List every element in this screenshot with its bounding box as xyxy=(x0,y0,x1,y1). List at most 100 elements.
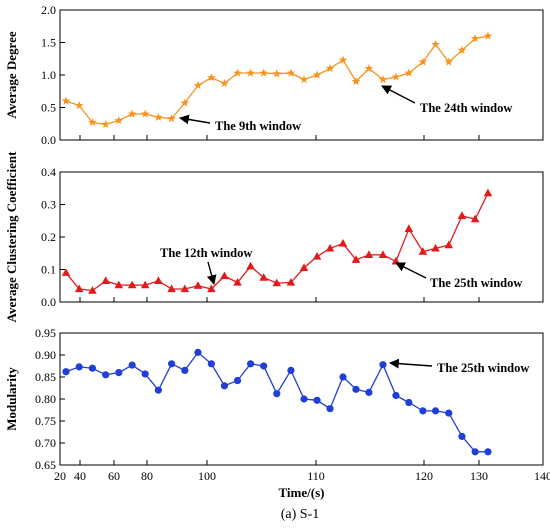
annotation-arrow xyxy=(381,85,416,104)
data-point xyxy=(141,370,149,378)
data-point xyxy=(233,68,242,77)
data-point xyxy=(445,409,453,417)
annotation-arrow xyxy=(389,358,433,369)
y-axis-label: Average Clustering Coefficient xyxy=(4,151,19,323)
y-axis-label: Modularity xyxy=(4,367,19,431)
data-point xyxy=(233,278,242,286)
data-point xyxy=(272,69,281,78)
data-point xyxy=(273,390,281,398)
data-point xyxy=(325,243,335,252)
annotation-arrow xyxy=(206,261,217,285)
x-tick-label: 100 xyxy=(198,469,216,483)
data-point xyxy=(207,73,216,82)
data-point xyxy=(312,70,322,79)
data-point xyxy=(272,278,282,287)
data-point xyxy=(207,360,215,368)
data-point xyxy=(128,361,136,369)
data-point xyxy=(88,118,97,127)
data-point xyxy=(365,388,373,396)
x-tick-label: 110 xyxy=(307,469,325,483)
data-point xyxy=(339,373,347,381)
data-point xyxy=(299,263,309,272)
data-point xyxy=(351,255,361,263)
data-point xyxy=(431,407,440,415)
plot-frame xyxy=(59,9,544,141)
data-point xyxy=(286,68,296,77)
data-point xyxy=(312,252,322,260)
data-point xyxy=(101,119,110,128)
data-point xyxy=(260,362,268,370)
data-point xyxy=(127,280,137,289)
x-tick-label: 20 xyxy=(54,469,66,483)
y-tick-label: 0.65 xyxy=(35,458,56,472)
data-point xyxy=(140,109,150,118)
data-point xyxy=(207,284,216,293)
data-point xyxy=(127,109,137,118)
annotation-arrow xyxy=(395,262,427,279)
data-point xyxy=(364,64,374,73)
data-point xyxy=(220,79,229,88)
data-point xyxy=(483,188,493,197)
x-axis-label: Time/(s) xyxy=(279,485,325,500)
y-tick-label: 1.5 xyxy=(41,36,56,50)
y-tick-label: 0.75 xyxy=(35,414,56,428)
data-point xyxy=(418,57,428,66)
data-point xyxy=(74,284,84,293)
data-point xyxy=(61,96,71,105)
data-point xyxy=(299,75,309,84)
data-point xyxy=(470,34,480,43)
data-point xyxy=(154,112,163,121)
data-point xyxy=(458,432,466,440)
data-point xyxy=(419,407,427,415)
annotation: The 25th window xyxy=(437,361,529,375)
data-point xyxy=(325,64,335,73)
data-point xyxy=(74,101,84,110)
annotation: The 12th window xyxy=(160,246,252,260)
data-point xyxy=(259,68,268,77)
data-point xyxy=(181,366,189,374)
data-point xyxy=(102,371,110,379)
data-point xyxy=(220,382,229,390)
y-tick-label: 0.70 xyxy=(35,436,56,450)
y-tick-label: 0.2 xyxy=(41,230,56,244)
data-point xyxy=(300,395,308,403)
data-point xyxy=(180,284,190,293)
data-point xyxy=(193,80,203,89)
y-tick-label: 0.1 xyxy=(41,263,56,277)
data-point xyxy=(364,250,374,259)
data-point xyxy=(378,250,388,259)
data-point xyxy=(379,361,387,369)
data-point xyxy=(88,364,97,372)
data-point xyxy=(154,386,162,394)
data-point xyxy=(352,385,360,393)
data-point xyxy=(61,268,71,276)
y-tick-label: 0.0 xyxy=(41,133,56,147)
data-point xyxy=(404,224,414,233)
data-point xyxy=(484,448,492,456)
data-point xyxy=(405,398,413,407)
data-point xyxy=(404,68,414,77)
y-axis-label: Average Degree xyxy=(4,31,19,118)
x-tick-label: 40 xyxy=(74,469,86,483)
y-tick-label: 0.4 xyxy=(41,165,56,179)
x-tick-label: 140 xyxy=(534,469,550,483)
data-point xyxy=(286,278,296,286)
data-point xyxy=(193,281,203,289)
y-tick-label: 0.85 xyxy=(35,370,56,384)
y-tick-label: 0.90 xyxy=(35,348,56,362)
data-point xyxy=(246,68,255,77)
annotation: The 25th window xyxy=(430,276,522,290)
annotation: The 9th window xyxy=(215,119,301,133)
y-tick-label: 1.0 xyxy=(41,68,56,82)
annotation: The 24th window xyxy=(420,101,512,115)
data-point xyxy=(483,31,493,40)
data-point xyxy=(88,286,97,294)
y-tick-label: 0.80 xyxy=(35,392,56,406)
data-point xyxy=(259,273,268,281)
data-point xyxy=(167,284,176,293)
data-point xyxy=(140,280,150,289)
x-tick-label: 60 xyxy=(108,469,120,483)
data-point xyxy=(114,116,124,125)
y-tick-label: 0.0 xyxy=(41,295,56,309)
data-point xyxy=(338,239,348,247)
